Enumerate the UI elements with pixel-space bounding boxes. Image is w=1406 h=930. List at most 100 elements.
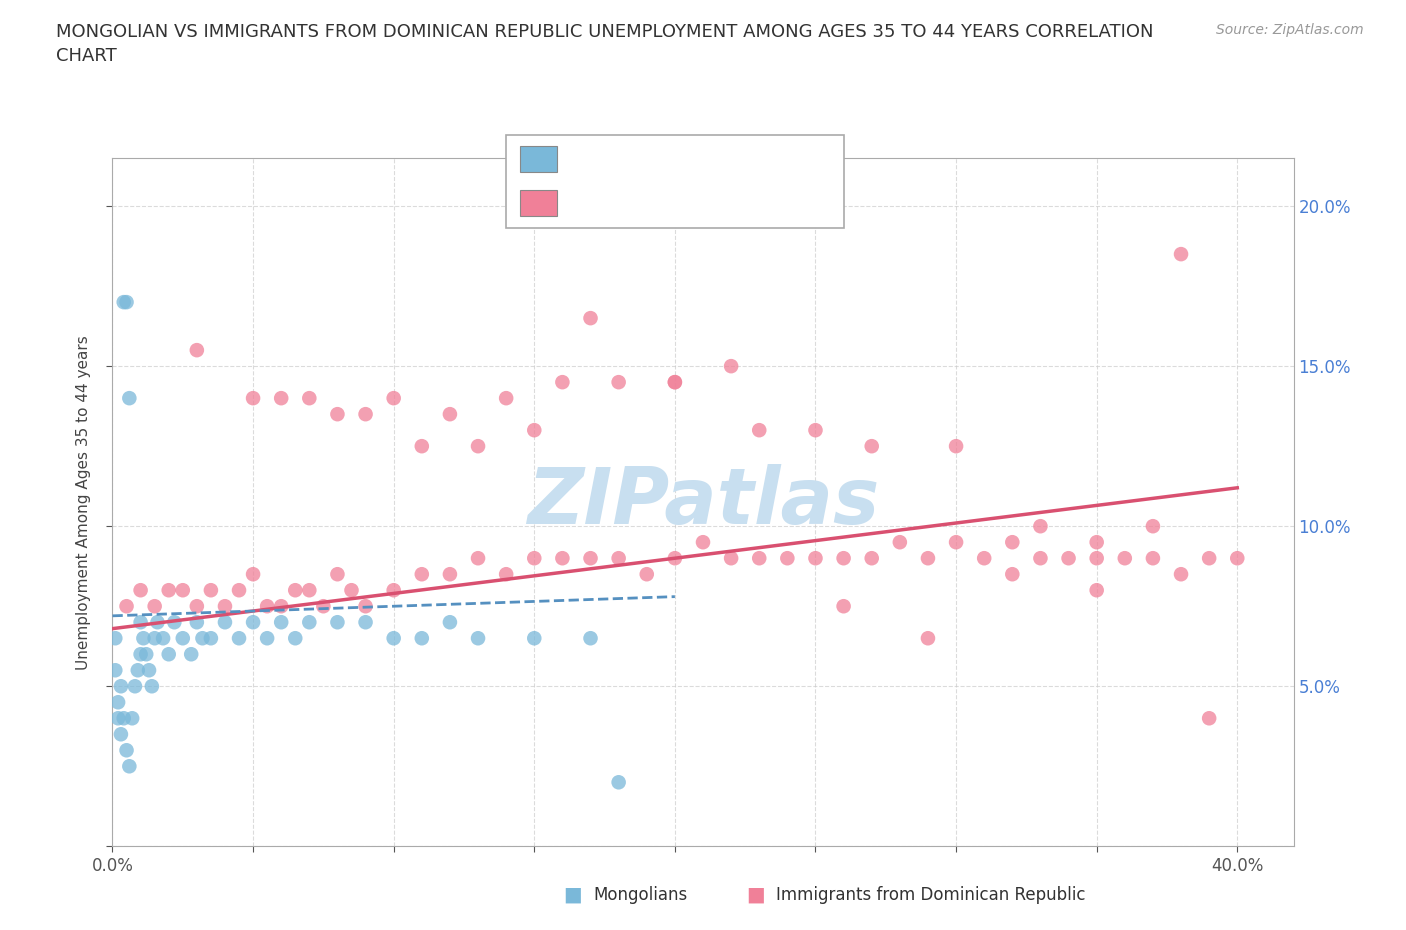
Point xyxy=(104,663,127,678)
Point xyxy=(973,551,995,565)
Point xyxy=(579,631,602,645)
Point xyxy=(354,615,377,630)
Point xyxy=(191,631,214,645)
Point xyxy=(1142,519,1164,534)
Point xyxy=(298,391,321,405)
Point xyxy=(1198,551,1220,565)
Point xyxy=(172,583,194,598)
Point xyxy=(748,423,770,438)
Point xyxy=(382,631,405,645)
Point xyxy=(664,375,686,390)
Point xyxy=(115,599,138,614)
Point xyxy=(382,391,405,405)
Point xyxy=(115,743,138,758)
Point xyxy=(256,599,278,614)
Point xyxy=(298,583,321,598)
Point xyxy=(200,583,222,598)
Point xyxy=(1001,566,1024,581)
Point xyxy=(186,615,208,630)
Point xyxy=(326,615,349,630)
Point xyxy=(467,631,489,645)
Point xyxy=(1029,519,1052,534)
Point xyxy=(129,615,152,630)
Point xyxy=(664,551,686,565)
Point xyxy=(326,406,349,421)
Point xyxy=(917,631,939,645)
Point xyxy=(411,439,433,454)
Point xyxy=(692,535,714,550)
Point xyxy=(143,631,166,645)
Bar xyxy=(520,146,557,172)
Point xyxy=(720,551,742,565)
Point xyxy=(439,406,461,421)
Point xyxy=(832,551,855,565)
Point xyxy=(127,663,149,678)
Point xyxy=(186,343,208,358)
Point xyxy=(284,631,307,645)
Point xyxy=(1029,551,1052,565)
Point xyxy=(551,375,574,390)
Point xyxy=(228,583,250,598)
Point xyxy=(607,375,630,390)
Text: Immigrants from Dominican Republic: Immigrants from Dominican Republic xyxy=(776,885,1085,904)
Point xyxy=(551,551,574,565)
Point xyxy=(138,663,160,678)
Point xyxy=(917,551,939,565)
Point xyxy=(1085,535,1108,550)
Point xyxy=(242,566,264,581)
Point xyxy=(110,679,132,694)
Point xyxy=(242,615,264,630)
Point xyxy=(118,759,141,774)
Point xyxy=(1114,551,1136,565)
Point xyxy=(107,711,129,725)
Point xyxy=(579,551,602,565)
Point xyxy=(607,551,630,565)
Point xyxy=(945,535,967,550)
Point xyxy=(1170,246,1192,261)
Point xyxy=(157,583,180,598)
Point xyxy=(523,551,546,565)
Point xyxy=(312,599,335,614)
Point xyxy=(748,551,770,565)
Point xyxy=(1142,551,1164,565)
Point xyxy=(214,615,236,630)
Point xyxy=(115,295,138,310)
Point xyxy=(1057,551,1080,565)
Point xyxy=(439,615,461,630)
Point xyxy=(129,583,152,598)
Point xyxy=(118,391,141,405)
Text: 47: 47 xyxy=(742,150,768,167)
Point xyxy=(607,775,630,790)
Point xyxy=(523,631,546,645)
Point xyxy=(112,295,135,310)
Text: Mongolians: Mongolians xyxy=(593,885,688,904)
Point xyxy=(889,535,911,550)
Text: R =: R = xyxy=(567,193,606,211)
Point xyxy=(298,615,321,630)
Text: 0.372: 0.372 xyxy=(607,193,664,211)
Point xyxy=(112,711,135,725)
Point xyxy=(523,423,546,438)
Text: MONGOLIAN VS IMMIGRANTS FROM DOMINICAN REPUBLIC UNEMPLOYMENT AMONG AGES 35 TO 44: MONGOLIAN VS IMMIGRANTS FROM DOMINICAN R… xyxy=(56,23,1154,65)
Point xyxy=(121,711,143,725)
Point xyxy=(579,311,602,325)
Text: 0.034: 0.034 xyxy=(607,150,664,167)
Point xyxy=(152,631,174,645)
Point xyxy=(1198,711,1220,725)
Point xyxy=(110,727,132,742)
Y-axis label: Unemployment Among Ages 35 to 44 years: Unemployment Among Ages 35 to 44 years xyxy=(76,335,91,670)
Point xyxy=(124,679,146,694)
Bar xyxy=(520,190,557,216)
Point xyxy=(860,551,883,565)
Point xyxy=(326,566,349,581)
Point xyxy=(143,599,166,614)
Point xyxy=(411,631,433,645)
Text: ▪: ▪ xyxy=(745,880,766,910)
Point xyxy=(242,391,264,405)
Point xyxy=(340,583,363,598)
Point xyxy=(1001,535,1024,550)
Text: Source: ZipAtlas.com: Source: ZipAtlas.com xyxy=(1216,23,1364,37)
Text: ▪: ▪ xyxy=(562,880,583,910)
Point xyxy=(467,551,489,565)
Point xyxy=(1085,583,1108,598)
